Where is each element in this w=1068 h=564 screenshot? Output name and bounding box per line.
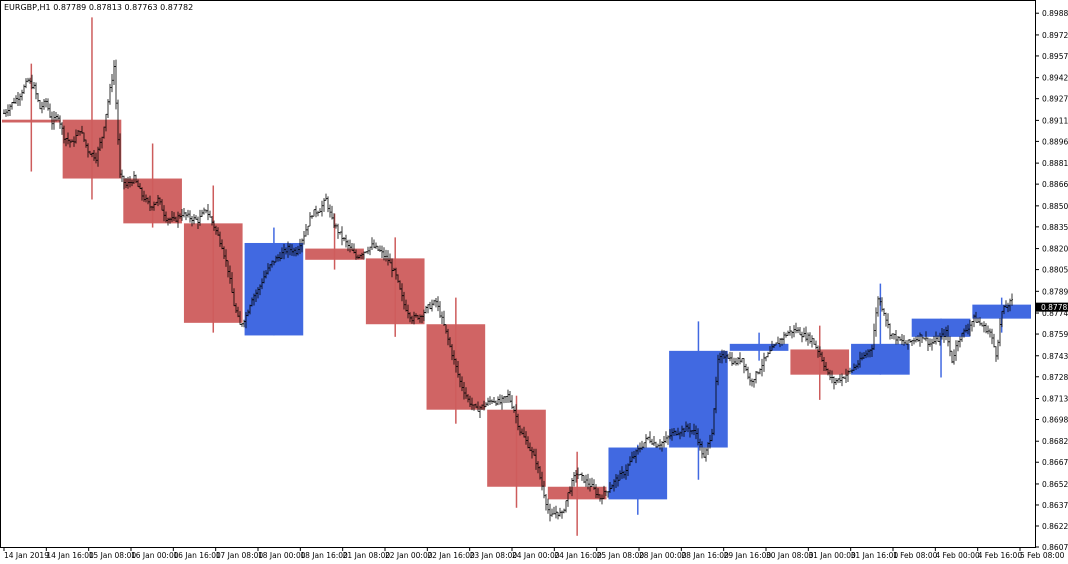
- daily-box-bull: [729, 343, 789, 351]
- price-tick-label: 0.88965: [1042, 137, 1068, 146]
- time-tick-label: 25 Jan 08:00: [597, 551, 645, 560]
- symbol-label: EURGBP,H1: [4, 3, 51, 12]
- daily-box-bull: [851, 343, 910, 375]
- time-tick-label: 23 Jan 08:00: [470, 551, 518, 560]
- price-tick-label: 0.88505: [1042, 202, 1068, 211]
- price-tick-label: 0.87895: [1042, 287, 1068, 296]
- time-tick-label: 31 Jan 00:00: [808, 551, 856, 560]
- price-tick-label: 0.87435: [1042, 352, 1068, 361]
- time-tick-label: 31 Jan 16:00: [851, 551, 899, 560]
- ohlc-high: 0.87813: [89, 3, 122, 12]
- time-tick-label: 17 Jan 08:00: [216, 551, 264, 560]
- current-price-label: 0.87782: [1041, 303, 1068, 312]
- ohlc-open: 0.87789: [53, 3, 86, 12]
- time-tick-label: 4 Feb 16:00: [978, 551, 1023, 560]
- daily-box-bear: [547, 486, 607, 500]
- time-tick-label: 16 Jan 16:00: [173, 551, 221, 560]
- time-tick-label: 29 Jan 16:00: [724, 551, 772, 560]
- time-tick-label: 18 Jan 00:00: [258, 551, 306, 560]
- daily-box-bull: [244, 242, 304, 336]
- time-tick-label: 14 Jan 2019: [4, 551, 49, 560]
- time-tick-label: 14 Jan 16:00: [46, 551, 94, 560]
- daily-box-bear: [2, 119, 61, 123]
- time-tick-label: 28 Jan 16:00: [681, 551, 729, 560]
- price-tick-label: 0.89575: [1042, 52, 1068, 61]
- time-tick-label: 22 Jan 16:00: [427, 551, 475, 560]
- time-tick-label: 24 Jan 00:00: [512, 551, 560, 560]
- price-tick-label: 0.86825: [1042, 437, 1068, 446]
- current-price-box: [1036, 302, 1068, 312]
- symbol-ohlc-label: EURGBP,H1 0.87789 0.87813 0.87763 0.8778…: [4, 3, 193, 12]
- price-tick-label: 0.88355: [1042, 223, 1068, 232]
- price-tick-label: 0.89115: [1042, 116, 1068, 125]
- price-tick-label: 0.86070: [1042, 543, 1068, 552]
- price-tick-label: 0.87285: [1042, 373, 1068, 382]
- time-tick-label: 15 Jan 08:00: [89, 551, 137, 560]
- daily-box-bear: [305, 248, 364, 260]
- price-tick-label: 0.89725: [1042, 31, 1068, 40]
- price-tick-label: 0.86675: [1042, 458, 1068, 467]
- time-tick-label: 30 Jan 08:00: [766, 551, 814, 560]
- ohlc-close: 0.87782: [160, 3, 193, 12]
- daily-box-bull: [911, 318, 971, 337]
- time-tick-label: 1 Feb 08:00: [893, 551, 938, 560]
- daily-box-bull: [608, 447, 668, 500]
- time-tick-label: 5 Feb 08:00: [1020, 551, 1065, 560]
- daily-box-bear: [487, 409, 546, 487]
- current-price-marker: 0.87782: [1036, 302, 1068, 312]
- hourly-bars: [3, 59, 1013, 522]
- time-tick-label: 22 Jan 00:00: [385, 551, 433, 560]
- daily-box-bear: [183, 223, 243, 323]
- ohlc-low: 0.87763: [124, 3, 157, 12]
- time-tick-label: 24 Jan 16:00: [554, 551, 602, 560]
- time-tick-label: 21 Jan 08:00: [343, 551, 391, 560]
- daily-box-bear: [62, 119, 122, 179]
- time-tick-label: 28 Jan 00:00: [639, 551, 687, 560]
- time-tick-label: 16 Jan 00:00: [131, 551, 179, 560]
- time-tick-label: 18 Jan 16:00: [300, 551, 348, 560]
- time-tick-label: 4 Feb 00:00: [935, 551, 980, 560]
